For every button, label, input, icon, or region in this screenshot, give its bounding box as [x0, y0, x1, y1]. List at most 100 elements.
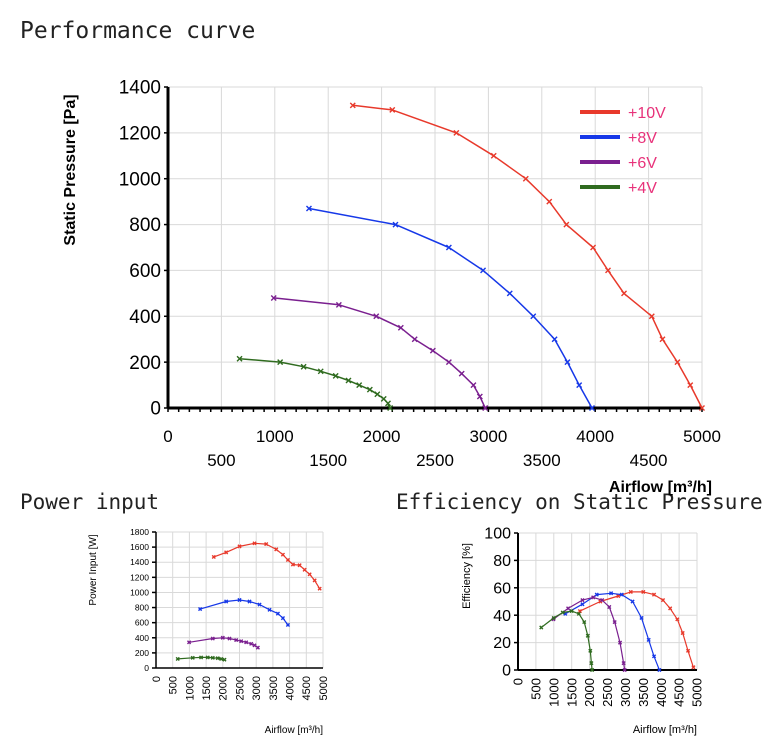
y-axis-label: Efficiency [%] — [461, 543, 473, 609]
data-point — [646, 637, 651, 642]
data-point — [317, 586, 322, 591]
data-point — [300, 363, 307, 370]
data-point — [589, 405, 595, 411]
data-point — [600, 598, 605, 603]
y-axis-label: Power Input [W] — [88, 534, 99, 605]
data-point — [252, 541, 257, 546]
data-point — [356, 382, 363, 389]
data-point — [453, 129, 460, 136]
x-tick-label: 2000 — [218, 676, 230, 700]
series-line — [553, 596, 626, 671]
data-point — [657, 667, 662, 673]
data-point — [224, 599, 229, 604]
data-point — [470, 382, 477, 389]
x-tick-label: 4500 — [672, 678, 687, 707]
y-tick-label: 600 — [129, 261, 161, 282]
x-tick-label: 4000 — [576, 427, 614, 446]
data-point — [297, 563, 302, 568]
data-point — [685, 648, 691, 653]
y-axis-label: Static Pressure [Pa] — [62, 94, 79, 245]
series-line — [579, 591, 694, 668]
legend-label: +4V — [628, 180, 657, 197]
y-tick-label: 1600 — [130, 542, 149, 552]
data-point — [312, 578, 317, 583]
x-tick-label: 3500 — [268, 676, 280, 700]
data-point — [252, 643, 257, 648]
x-tick-label: 1500 — [309, 451, 347, 470]
data-point — [198, 655, 204, 660]
y-tick-label: 1400 — [119, 78, 161, 99]
series-line — [540, 610, 593, 671]
data-point — [566, 606, 571, 611]
y-tick-label: 60 — [493, 580, 511, 597]
data-point — [366, 386, 373, 393]
data-point — [590, 244, 597, 251]
data-point — [429, 347, 436, 354]
y-tick-label: 1200 — [119, 124, 161, 145]
data-point — [674, 359, 681, 366]
data-point — [617, 640, 623, 645]
x-tick-label: 2500 — [234, 676, 246, 700]
data-point — [648, 313, 655, 320]
data-point — [546, 198, 553, 205]
data-point — [569, 608, 574, 614]
efficiency-title: Efficiency on Static Pressure — [396, 490, 763, 514]
data-point — [244, 640, 249, 645]
data-point — [335, 301, 342, 308]
data-point — [621, 290, 628, 297]
data-point — [639, 615, 644, 621]
data-point — [490, 152, 497, 159]
performance-title: Performance curve — [20, 18, 256, 44]
data-point — [577, 608, 583, 614]
data-point — [482, 405, 489, 411]
x-tick-label: 3500 — [523, 451, 561, 470]
series-line — [308, 207, 593, 409]
data-point — [237, 597, 242, 603]
data-point — [374, 391, 381, 398]
data-point — [699, 405, 705, 411]
x-tick-label: 5000 — [318, 676, 330, 700]
data-point — [222, 657, 227, 662]
y-tick-label: 40 — [493, 608, 511, 625]
data-point — [385, 400, 392, 407]
data-point — [687, 382, 694, 389]
data-point — [220, 635, 225, 640]
data-point — [641, 589, 646, 595]
data-point — [630, 599, 635, 604]
data-point — [608, 591, 614, 596]
data-point — [380, 395, 387, 402]
data-point — [560, 610, 565, 615]
x-axis-label: Airflow [m³/h] — [633, 724, 697, 736]
data-point — [285, 557, 291, 563]
data-point — [227, 636, 232, 641]
data-point — [506, 290, 513, 297]
data-point — [175, 656, 180, 662]
y-tick-label: 200 — [135, 648, 149, 658]
data-point — [576, 611, 581, 616]
y-tick-label: 80 — [493, 553, 511, 570]
x-tick-label: 4500 — [630, 451, 668, 470]
data-point — [411, 336, 418, 343]
data-point — [594, 592, 599, 597]
y-tick-label: 800 — [129, 215, 161, 236]
data-point — [205, 655, 210, 660]
data-point — [619, 592, 624, 597]
x-tick-label: 2500 — [416, 451, 454, 470]
data-point — [255, 645, 260, 650]
data-point — [668, 606, 673, 611]
data-point — [680, 630, 685, 636]
x-tick-label: 3000 — [251, 676, 263, 700]
y-tick-label: 800 — [135, 603, 149, 613]
y-tick-label: 20 — [493, 635, 511, 652]
data-point — [234, 637, 239, 643]
data-point — [280, 616, 286, 621]
data-point — [580, 602, 585, 607]
x-tick-label: 5000 — [683, 427, 721, 446]
data-point — [622, 667, 627, 673]
data-point — [277, 359, 284, 366]
x-tick-label: 4500 — [301, 676, 313, 700]
data-point — [387, 405, 394, 411]
